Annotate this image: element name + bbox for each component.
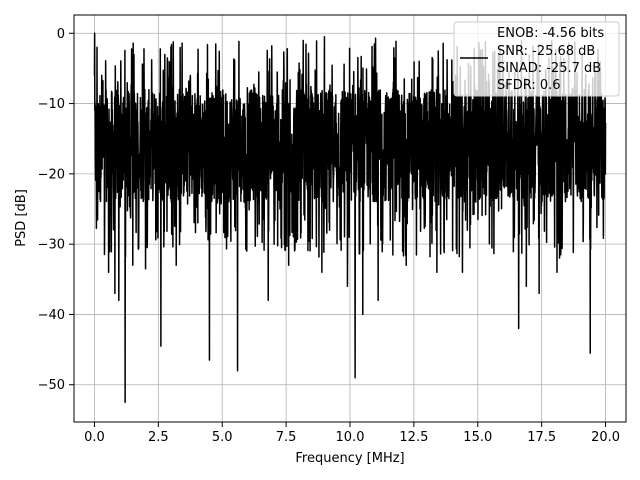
x-axis-ticks: 0.0 2.5 5.0 7.5 10.0 12.5 15.0 17.5 20.0 — [84, 422, 620, 445]
y-tick-label: −10 — [38, 97, 65, 112]
y-tick-label: −30 — [38, 238, 65, 253]
x-tick-label: 5.0 — [212, 430, 233, 445]
x-tick-label: 12.5 — [399, 430, 428, 445]
x-tick-label: 20.0 — [591, 430, 620, 445]
legend-text-sfdr: SFDR: 0.6 — [497, 78, 561, 93]
x-tick-label: 10.0 — [336, 430, 365, 445]
x-tick-label: 15.0 — [463, 430, 492, 445]
y-axis-label: PSD [dB] — [14, 189, 29, 247]
legend-text-sinad: SINAD: -25.7 dB — [497, 61, 601, 76]
y-tick-label: −40 — [38, 308, 65, 323]
y-tick-label: −20 — [38, 167, 65, 182]
y-axis-ticks: 0 −10 −20 −30 −40 −50 — [38, 27, 74, 393]
y-tick-label: −50 — [38, 378, 65, 393]
x-tick-label: 2.5 — [148, 430, 169, 445]
x-axis-label: Frequency [MHz] — [295, 451, 404, 466]
psd-series-line — [93, 32, 607, 404]
x-tick-label: 0.0 — [84, 430, 105, 445]
x-tick-label: 17.5 — [527, 430, 556, 445]
x-tick-label: 7.5 — [276, 430, 297, 445]
legend-box — [453, 21, 620, 97]
plot-area — [93, 32, 607, 404]
y-tick-label: 0 — [57, 27, 65, 42]
legend: ENOB: -4.56 bits SNR: -25.68 dB SINAD: -… — [453, 21, 620, 97]
legend-text-snr: SNR: -25.68 dB — [497, 44, 595, 59]
legend-text-enob: ENOB: -4.56 bits — [497, 26, 604, 41]
